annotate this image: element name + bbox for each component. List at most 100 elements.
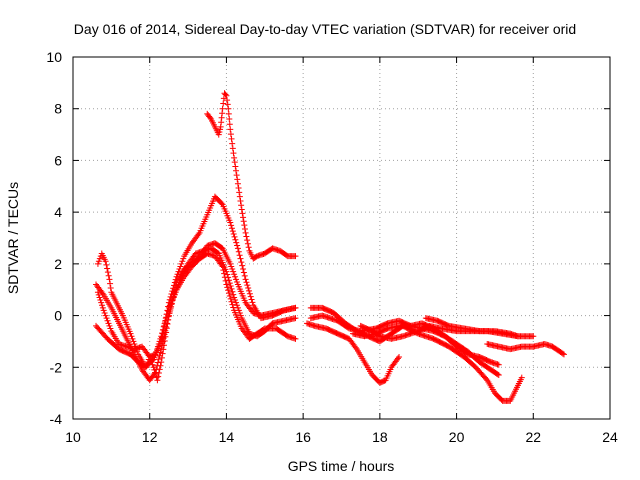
data-point	[157, 362, 164, 369]
data-point	[229, 145, 236, 152]
data-point	[231, 294, 238, 301]
data-point	[147, 356, 154, 363]
data-point	[233, 167, 240, 174]
data-point	[238, 202, 245, 209]
chart-title: Day 016 of 2014, Sidereal Day-to-day VTE…	[74, 21, 576, 37]
data-point	[559, 350, 566, 357]
data-point	[224, 97, 231, 104]
data-point	[237, 312, 244, 319]
data-point	[241, 272, 248, 279]
data-point	[130, 338, 137, 345]
data-point	[246, 290, 253, 297]
data-point	[229, 301, 236, 308]
data-point	[228, 135, 235, 142]
data-point	[105, 272, 112, 279]
data-point	[149, 361, 156, 368]
y-tick-label: 0	[54, 308, 62, 324]
data-point	[235, 307, 242, 314]
data-point	[227, 126, 234, 133]
y-tick-label: -4	[50, 411, 63, 427]
data-point	[228, 298, 235, 305]
data-point	[225, 277, 232, 284]
data-point	[227, 282, 234, 289]
data-point	[218, 200, 225, 207]
data-point	[106, 276, 113, 283]
data-point	[236, 252, 243, 259]
data-point	[225, 287, 232, 294]
data-point	[396, 353, 403, 360]
data-point	[146, 353, 153, 360]
data-point	[239, 262, 246, 269]
data-point	[231, 233, 238, 240]
data-point	[97, 297, 104, 304]
data-point	[233, 278, 240, 285]
data-point	[159, 350, 166, 357]
data-point	[104, 317, 111, 324]
data-point	[225, 290, 232, 297]
data-point	[232, 297, 239, 304]
data-point	[95, 291, 102, 298]
data-point	[168, 301, 175, 308]
data-point	[177, 263, 184, 270]
data-point	[228, 225, 235, 232]
data-point	[155, 369, 162, 376]
data-point	[241, 225, 248, 232]
data-point	[94, 260, 101, 267]
data-point	[225, 274, 232, 281]
data-point	[240, 269, 247, 276]
data-point	[237, 255, 244, 262]
data-point	[220, 95, 227, 102]
data-point	[161, 342, 168, 349]
data-point	[96, 255, 103, 262]
data-point	[560, 351, 567, 358]
data-point	[225, 110, 232, 117]
data-point	[223, 268, 230, 275]
data-point	[158, 359, 165, 366]
data-point	[148, 359, 155, 366]
data-point	[106, 322, 113, 329]
data-point	[94, 289, 101, 296]
data-point	[128, 333, 135, 340]
data-point	[244, 237, 251, 244]
data-point	[238, 259, 245, 266]
data-point	[222, 91, 229, 98]
data-point	[292, 335, 299, 342]
y-axis-label: SDTVAR / TECUs	[5, 182, 21, 294]
series-arc-h	[307, 312, 502, 379]
data-point	[232, 163, 239, 170]
data-point	[230, 268, 237, 275]
data-point	[230, 230, 237, 237]
data-point	[235, 248, 242, 255]
data-series	[93, 90, 567, 404]
data-point	[145, 352, 152, 359]
y-tick-label: 6	[54, 152, 62, 168]
data-point	[229, 288, 236, 295]
data-point	[220, 100, 227, 107]
data-point	[224, 101, 231, 108]
data-point	[228, 222, 235, 229]
data-point	[216, 128, 223, 135]
data-point	[227, 295, 234, 302]
data-point	[131, 341, 138, 348]
data-point	[219, 105, 226, 112]
data-point	[107, 325, 114, 332]
data-point	[230, 150, 237, 157]
data-point	[237, 197, 244, 204]
data-point	[231, 271, 238, 278]
data-point	[217, 126, 224, 133]
data-point	[292, 315, 299, 322]
data-point	[104, 265, 111, 272]
data-point	[163, 329, 170, 336]
data-point	[233, 172, 240, 179]
data-point	[232, 236, 239, 243]
data-point	[483, 375, 490, 382]
data-point	[150, 364, 157, 371]
x-tick-label: 24	[602, 429, 618, 445]
data-point	[105, 320, 112, 327]
data-point	[238, 206, 245, 213]
data-point	[99, 290, 106, 297]
data-point	[229, 266, 236, 273]
data-point	[169, 297, 176, 304]
data-point	[241, 222, 248, 229]
